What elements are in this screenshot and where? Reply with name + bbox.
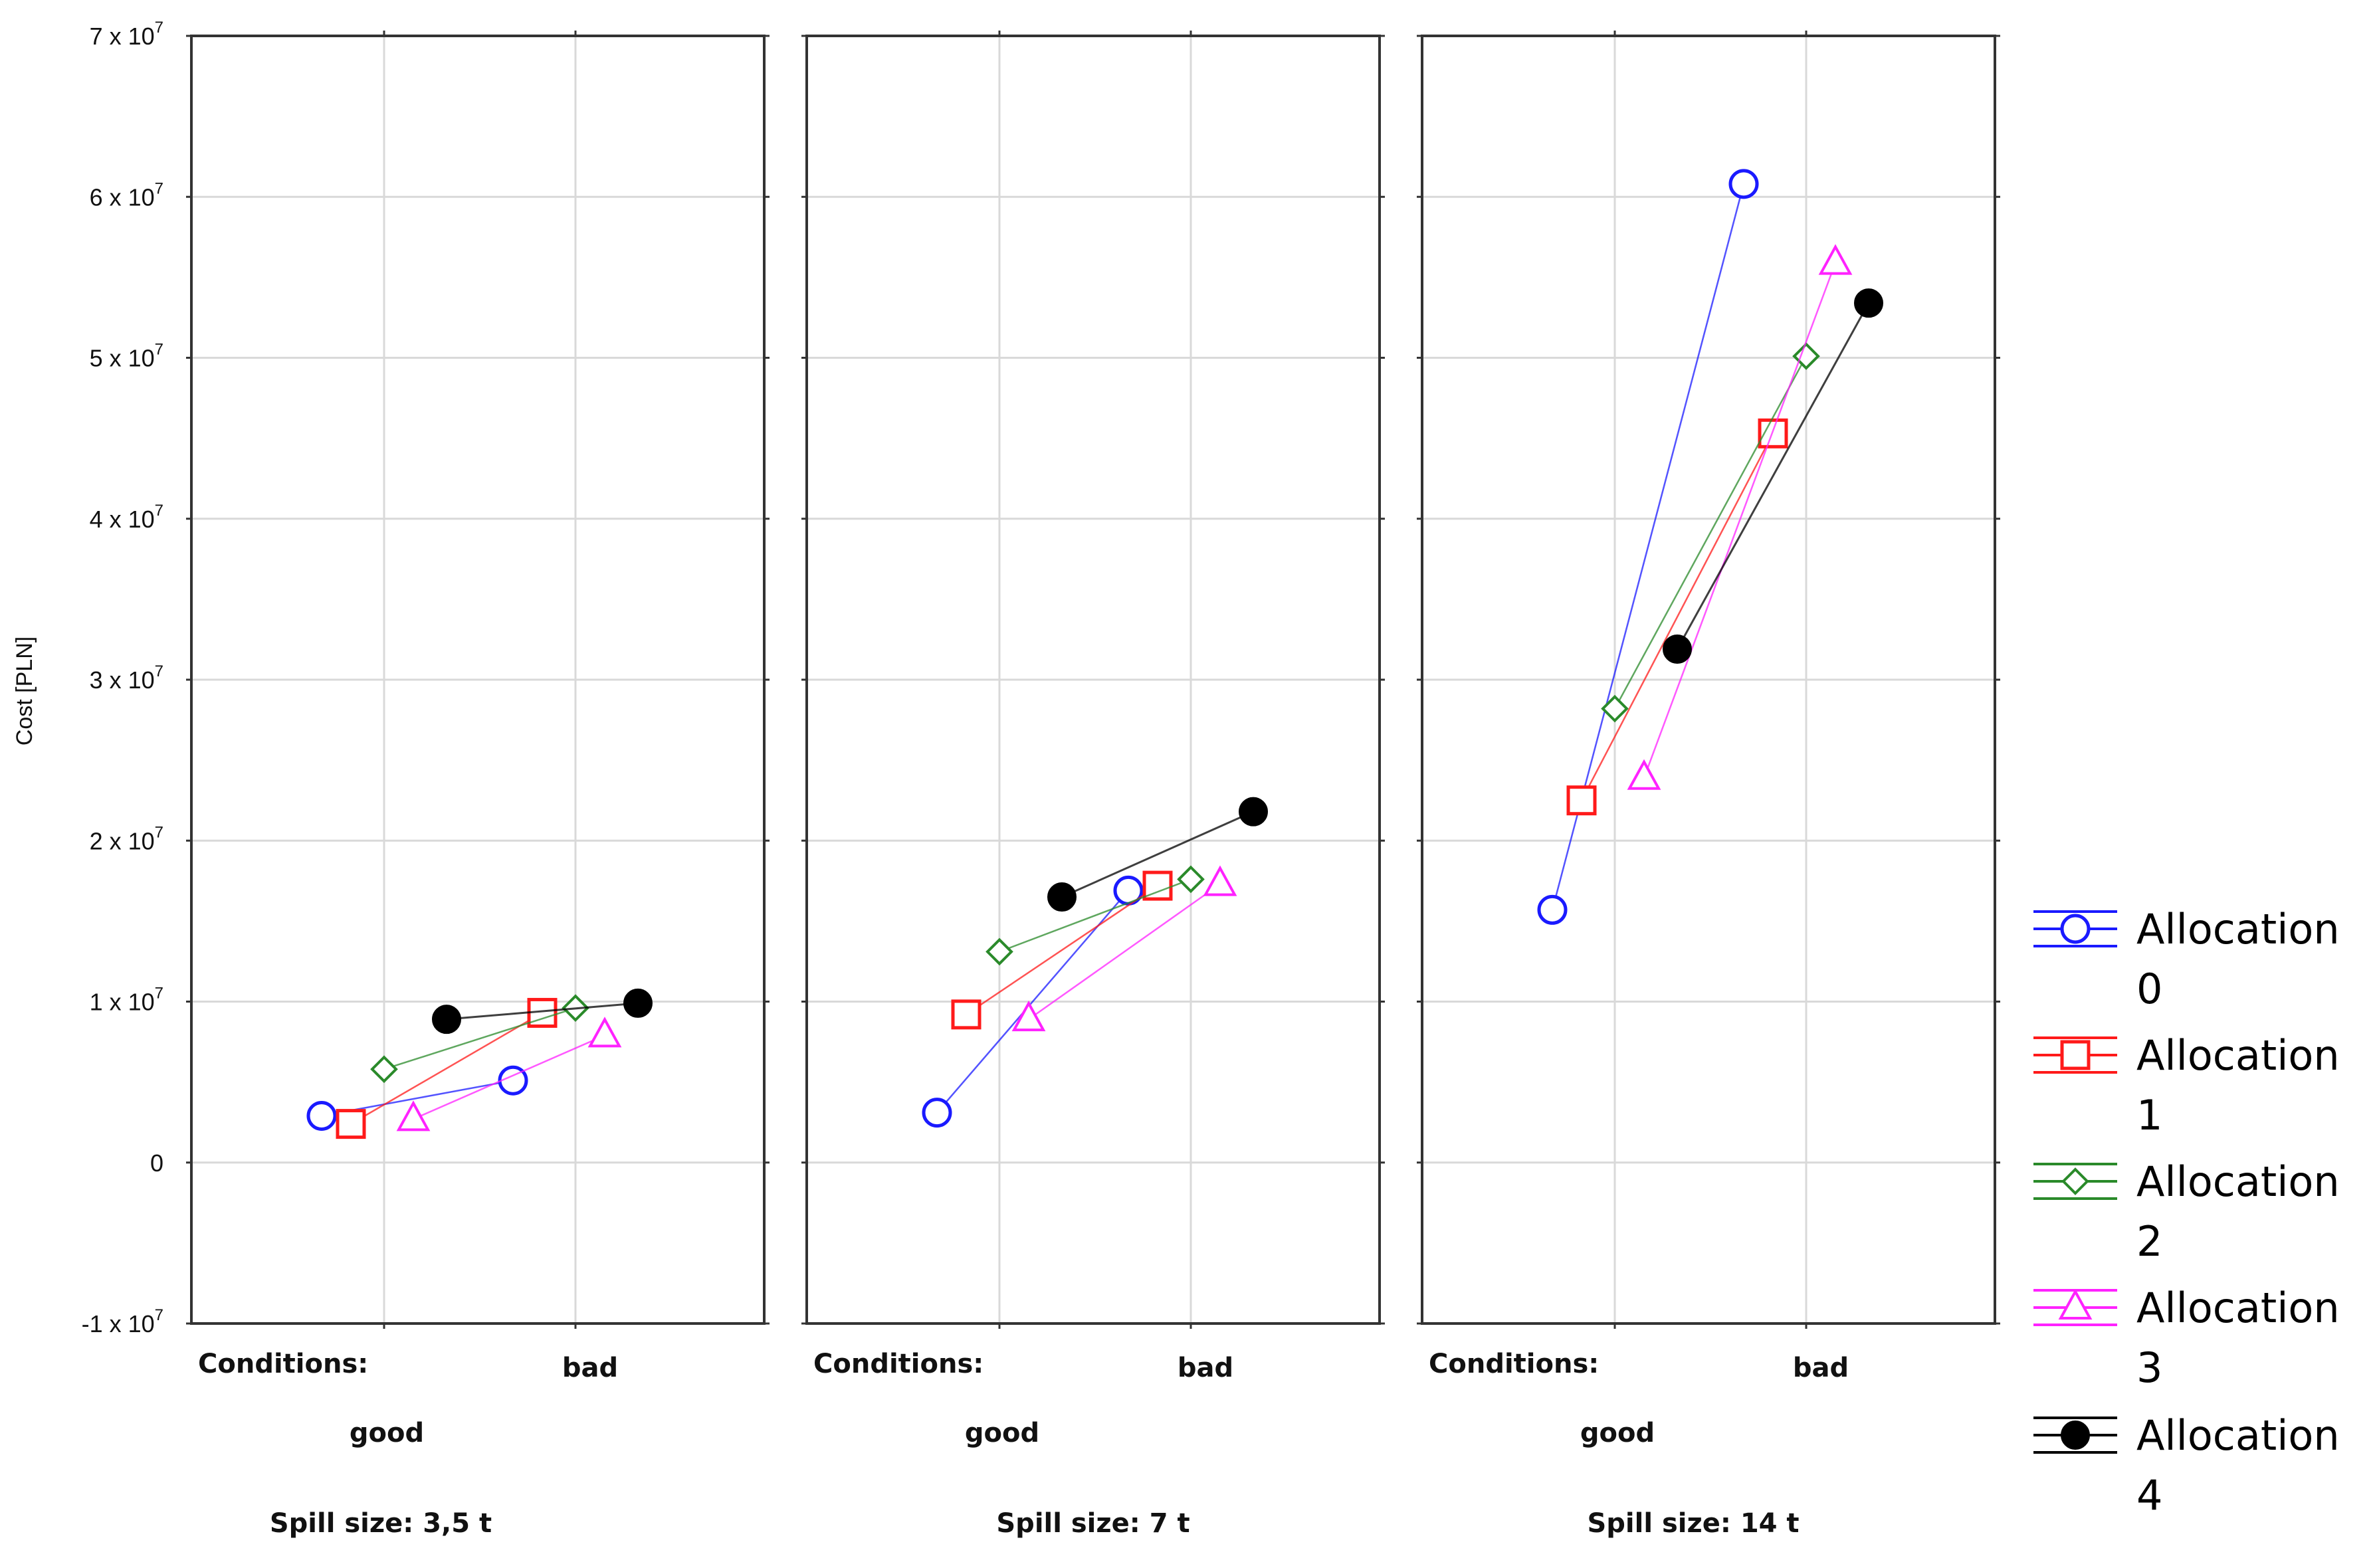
- series-line-allocation-4: [446, 1002, 639, 1021]
- point-allocation-4-good: [1047, 882, 1077, 912]
- legend-marker-allocation-4: [2061, 1421, 2090, 1450]
- point-allocation-2-good: [370, 1055, 398, 1084]
- legend-marker-allocation-1: [2060, 1040, 2091, 1070]
- legend-label: Allocation: [2136, 1411, 2340, 1460]
- legend-marker-allocation-0: [2060, 914, 2091, 944]
- panel-title: Spill size: 3,5 t: [270, 1508, 492, 1539]
- legend-item-allocation-1: Allocation 1: [2033, 1031, 2340, 1139]
- y-tick-label: 3 x 107: [90, 662, 163, 694]
- legend-label: Allocation: [2136, 1284, 2340, 1332]
- point-allocation-0-bad: [1728, 169, 1759, 199]
- point-allocation-4-bad: [1239, 797, 1268, 827]
- series-line-allocation-4: [1061, 811, 1254, 898]
- series-line-allocation-2: [999, 878, 1191, 953]
- series-line-allocation-2: [383, 1007, 576, 1070]
- point-allocation-3-bad: [587, 1017, 622, 1048]
- legend-label-number: 1: [2136, 1091, 2162, 1139]
- y-tick-label: 0: [150, 1149, 163, 1177]
- legend-label: Allocation: [2136, 905, 2340, 953]
- conditions-label: Conditions:: [198, 1349, 368, 1379]
- category-label-good: good: [965, 1418, 1039, 1448]
- point-allocation-4-good: [432, 1005, 461, 1034]
- legend-marker-allocation-3: [2058, 1288, 2093, 1320]
- series-line-allocation-4: [1676, 302, 1870, 650]
- legend-label: Allocation: [2136, 1031, 2340, 1080]
- point-allocation-2-good: [1601, 694, 1629, 723]
- series-line-allocation-3: [413, 1034, 605, 1120]
- category-label-bad: bad: [562, 1353, 618, 1383]
- point-allocation-3-good: [1011, 1000, 1046, 1032]
- panel-frame: [805, 35, 1381, 1325]
- legend-label-number: 2: [2136, 1217, 2162, 1266]
- legend-label: Allocation: [2136, 1157, 2340, 1206]
- point-allocation-1-bad: [1142, 870, 1173, 901]
- category-label-bad: bad: [1178, 1353, 1233, 1383]
- legend-marker-allocation-2: [2061, 1167, 2089, 1195]
- series-line-allocation-3: [1643, 262, 1837, 779]
- panel-3: [1417, 31, 2000, 1329]
- y-tick-label: 6 x 107: [90, 179, 163, 211]
- point-allocation-1-good: [951, 999, 982, 1030]
- point-allocation-3-good: [1627, 759, 1661, 790]
- series-line-allocation-1: [966, 885, 1158, 1015]
- point-allocation-0-good: [1537, 894, 1568, 925]
- series-line-allocation-1: [1580, 433, 1774, 801]
- y-tick-label: 4 x 107: [90, 502, 163, 533]
- legend-label-number: 0: [2136, 965, 2162, 1013]
- conditions-label: Conditions:: [813, 1349, 983, 1379]
- conditions-label: Conditions:: [1429, 1349, 1599, 1379]
- y-axis-label: Cost [PLN]: [12, 637, 37, 745]
- y-tick-label: 1 x 107: [90, 985, 163, 1016]
- legend-item-allocation-2: Allocation 2: [2033, 1157, 2340, 1266]
- point-allocation-4-good: [1663, 634, 1692, 664]
- panel-title: Spill size: 7 t: [996, 1508, 1190, 1539]
- legend-item-allocation-0: Allocation 0: [2033, 905, 2340, 1013]
- point-allocation-3-good: [396, 1100, 431, 1131]
- panel-1: [186, 31, 770, 1329]
- point-allocation-2-good: [985, 937, 1013, 966]
- point-allocation-3-bad: [1203, 865, 1237, 896]
- panel-2: [801, 31, 1385, 1329]
- category-label-good: good: [1580, 1418, 1655, 1448]
- legend-label-number: 4: [2136, 1471, 2162, 1519]
- point-allocation-1-good: [336, 1109, 366, 1139]
- point-allocation-3-bad: [1818, 244, 1853, 275]
- point-allocation-4-bad: [623, 988, 653, 1018]
- point-allocation-4-bad: [1854, 288, 1883, 318]
- point-allocation-0-bad: [1113, 875, 1144, 906]
- y-tick-label: 2 x 107: [90, 823, 163, 854]
- panel-frame: [1421, 35, 1996, 1325]
- point-allocation-0-good: [306, 1100, 337, 1131]
- series-line-allocation-2: [1613, 355, 1808, 710]
- y-tick-label: 5 x 107: [90, 341, 163, 372]
- category-label-good: good: [350, 1418, 424, 1448]
- legend: Allocation0Allocation1Allocation2Allocat…: [2033, 905, 2340, 1519]
- point-allocation-1-good: [1566, 785, 1597, 816]
- category-label-bad: bad: [1793, 1353, 1849, 1383]
- point-allocation-2-bad: [1792, 342, 1820, 370]
- point-allocation-2-bad: [1177, 865, 1205, 894]
- panel-frame: [190, 35, 766, 1325]
- legend-label-number: 3: [2136, 1343, 2162, 1392]
- y-tick-label: -1 x 107: [82, 1306, 163, 1337]
- y-tick-label: 7 x 107: [90, 19, 163, 50]
- point-allocation-0-good: [922, 1098, 952, 1128]
- series-line-allocation-3: [1028, 883, 1221, 1021]
- series-line-allocation-1: [350, 1012, 543, 1125]
- legend-item-allocation-4: Allocation 4: [2033, 1411, 2340, 1519]
- panel-title: Spill size: 14 t: [1587, 1508, 1799, 1539]
- legend-item-allocation-3: Allocation 3: [2033, 1284, 2340, 1392]
